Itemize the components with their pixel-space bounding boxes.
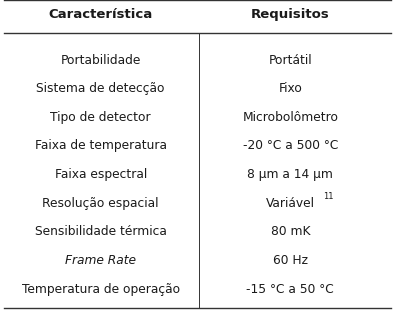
Text: Frame Rate: Frame Rate (65, 254, 136, 267)
Text: Faixa de temperatura: Faixa de temperatura (35, 139, 167, 153)
Text: Requisitos: Requisitos (251, 8, 330, 21)
Text: 80 mK: 80 mK (271, 225, 310, 238)
Text: Fixo: Fixo (278, 82, 302, 95)
Text: Característica: Característica (49, 8, 153, 21)
Text: Sistema de detecção: Sistema de detecção (36, 82, 165, 95)
Text: Variável: Variável (266, 197, 315, 210)
Text: Portátil: Portátil (269, 54, 312, 67)
Text: Microbolômetro: Microbolômetro (242, 111, 339, 124)
Text: Sensibilidade térmica: Sensibilidade térmica (35, 225, 167, 238)
Text: 60 Hz: 60 Hz (273, 254, 308, 267)
Text: -15 °C a 50 °C: -15 °C a 50 °C (246, 283, 334, 295)
Text: -20 °C a 500 °C: -20 °C a 500 °C (243, 139, 338, 153)
Text: 11: 11 (323, 192, 333, 201)
Text: Resolução espacial: Resolução espacial (43, 197, 159, 210)
Text: 8 μm a 14 μm: 8 μm a 14 μm (247, 168, 333, 181)
Text: Tipo de detector: Tipo de detector (51, 111, 151, 124)
Text: Faixa espectral: Faixa espectral (55, 168, 147, 181)
Text: Temperatura de operação: Temperatura de operação (22, 283, 180, 295)
Text: Portabilidade: Portabilidade (60, 54, 141, 67)
